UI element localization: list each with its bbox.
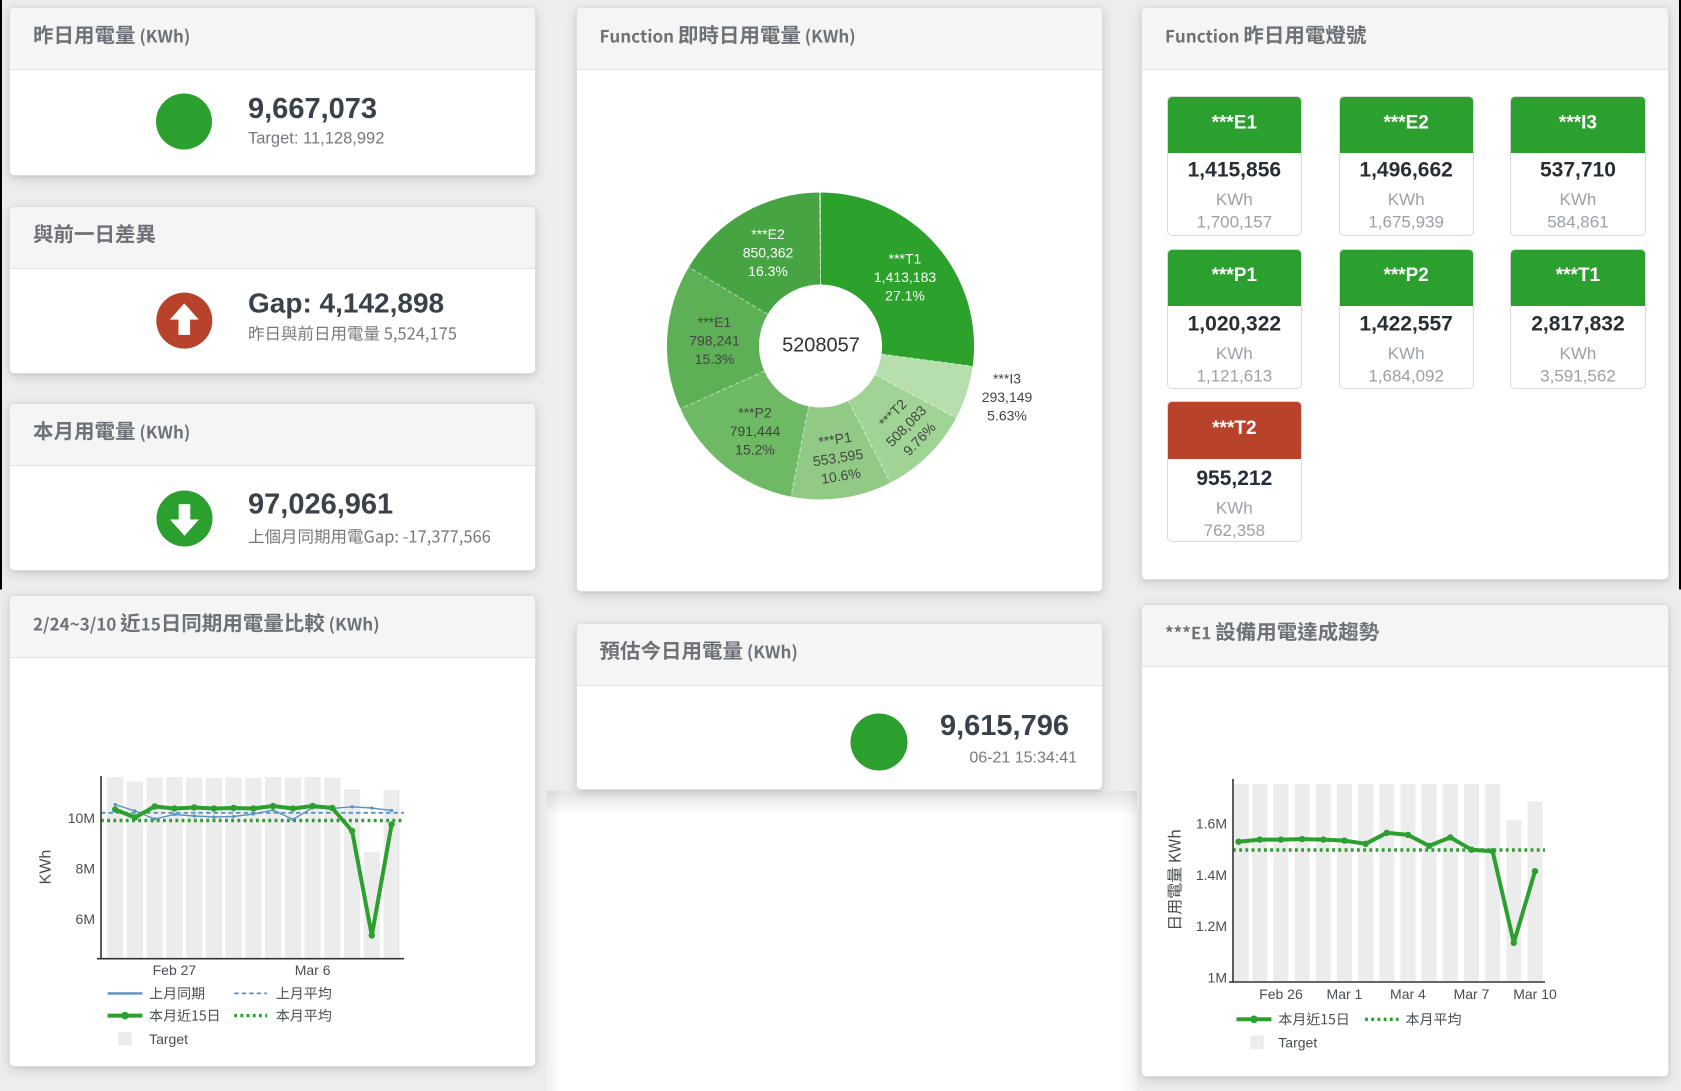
svg-text:553,595: 553,595 bbox=[812, 446, 865, 470]
svg-text:***P2: ***P2 bbox=[1383, 265, 1428, 286]
svg-text:584,861: 584,861 bbox=[1547, 213, 1608, 232]
svg-text:1M: 1M bbox=[1208, 970, 1227, 986]
svg-text:6M: 6M bbox=[76, 911, 95, 927]
svg-text:293,149: 293,149 bbox=[982, 389, 1033, 405]
svg-text:1,020,322: 1,020,322 bbox=[1188, 312, 1281, 335]
svg-text:KWh: KWh bbox=[1560, 190, 1597, 209]
svg-text:Feb 26: Feb 26 bbox=[1259, 986, 1303, 1002]
svg-text:791,444: 791,444 bbox=[730, 423, 781, 439]
svg-text:***T1: ***T1 bbox=[1556, 265, 1601, 286]
svg-text:***E2: ***E2 bbox=[751, 226, 785, 242]
svg-text:9,667,073: 9,667,073 bbox=[248, 93, 377, 125]
svg-text:3,591,562: 3,591,562 bbox=[1540, 366, 1616, 385]
svg-text:Target: Target bbox=[149, 1031, 188, 1047]
svg-text:KWh: KWh bbox=[1560, 344, 1597, 363]
svg-text:1.2M: 1.2M bbox=[1196, 918, 1227, 934]
svg-text:Target: Target bbox=[1278, 1034, 1317, 1050]
svg-text:***P1: ***P1 bbox=[817, 429, 853, 450]
svg-text:***E2: ***E2 bbox=[1383, 113, 1428, 134]
svg-text:1,496,662: 1,496,662 bbox=[1359, 159, 1452, 182]
svg-text:***I3: ***I3 bbox=[1559, 113, 1597, 134]
svg-text:10M: 10M bbox=[68, 810, 95, 826]
svg-text:798,241: 798,241 bbox=[689, 333, 740, 349]
svg-text:KWh: KWh bbox=[1388, 344, 1425, 363]
svg-text:5208057: 5208057 bbox=[782, 335, 860, 357]
svg-text:***E1: ***E1 bbox=[1212, 113, 1258, 134]
svg-text:06-21 15:34:41: 06-21 15:34:41 bbox=[969, 750, 1077, 767]
svg-text:Feb 27: Feb 27 bbox=[153, 962, 197, 978]
svg-text:Gap: 4,142,898: Gap: 4,142,898 bbox=[248, 288, 444, 319]
svg-text:1,422,557: 1,422,557 bbox=[1359, 312, 1452, 335]
svg-text:KWh: KWh bbox=[1216, 344, 1253, 363]
svg-text:8M: 8M bbox=[76, 861, 95, 877]
svg-text:***T2: ***T2 bbox=[1212, 418, 1256, 439]
svg-text:16.3%: 16.3% bbox=[748, 263, 788, 279]
svg-text:KWh: KWh bbox=[1216, 190, 1253, 209]
svg-text:97,026,961: 97,026,961 bbox=[248, 489, 393, 521]
svg-text:Mar 10: Mar 10 bbox=[1513, 986, 1557, 1002]
svg-text:5.63%: 5.63% bbox=[987, 408, 1027, 424]
svg-text:9,615,796: 9,615,796 bbox=[940, 710, 1069, 742]
svg-text:Mar 1: Mar 1 bbox=[1327, 986, 1363, 1002]
svg-text:15.3%: 15.3% bbox=[695, 351, 735, 367]
svg-text:Mar 4: Mar 4 bbox=[1390, 986, 1426, 1002]
svg-text:1,700,157: 1,700,157 bbox=[1197, 213, 1273, 232]
svg-text:15.2%: 15.2% bbox=[735, 442, 775, 458]
svg-text:1,675,939: 1,675,939 bbox=[1368, 213, 1444, 232]
svg-text:KWh: KWh bbox=[1216, 498, 1253, 517]
svg-text:850,362: 850,362 bbox=[743, 245, 794, 261]
svg-text:***I3: ***I3 bbox=[993, 371, 1021, 387]
svg-text:762,358: 762,358 bbox=[1204, 521, 1265, 540]
svg-text:Mar 6: Mar 6 bbox=[295, 962, 331, 978]
svg-text:537,710: 537,710 bbox=[1540, 159, 1616, 182]
svg-text:1,684,092: 1,684,092 bbox=[1368, 366, 1444, 385]
svg-text:1.4M: 1.4M bbox=[1196, 867, 1227, 883]
svg-text:1.6M: 1.6M bbox=[1196, 816, 1227, 832]
svg-text:***P1: ***P1 bbox=[1212, 265, 1258, 286]
svg-text:KWh: KWh bbox=[1388, 190, 1425, 209]
svg-text:1,413,183: 1,413,183 bbox=[874, 269, 936, 285]
svg-text:Target: 11,128,992: Target: 11,128,992 bbox=[248, 130, 384, 148]
svg-text:***E1: ***E1 bbox=[698, 314, 732, 330]
svg-text:***T1: ***T1 bbox=[889, 251, 922, 267]
svg-text:955,212: 955,212 bbox=[1196, 467, 1272, 490]
svg-text:KWh: KWh bbox=[38, 850, 55, 885]
svg-text:***P2: ***P2 bbox=[738, 405, 772, 421]
svg-text:27.1%: 27.1% bbox=[885, 288, 925, 304]
svg-text:10.6%: 10.6% bbox=[820, 465, 862, 487]
svg-text:Mar 7: Mar 7 bbox=[1454, 986, 1490, 1002]
svg-text:2,817,832: 2,817,832 bbox=[1531, 312, 1624, 335]
svg-text:1,415,856: 1,415,856 bbox=[1188, 159, 1281, 182]
svg-text:1,121,613: 1,121,613 bbox=[1197, 366, 1273, 385]
